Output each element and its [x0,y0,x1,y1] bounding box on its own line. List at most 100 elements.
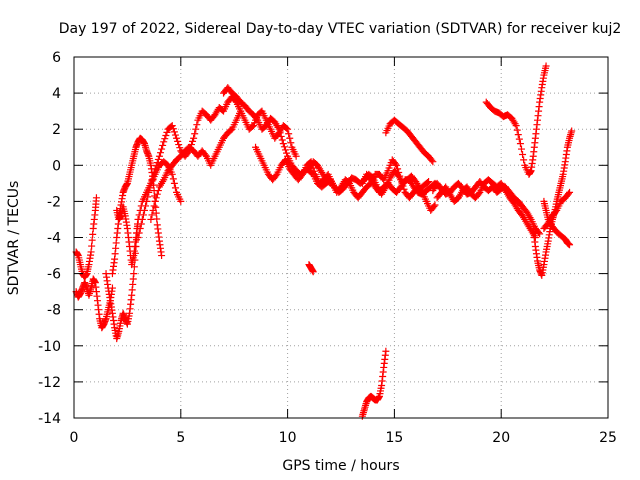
data-point [152,194,160,202]
data-point [564,190,572,198]
data-point [147,215,155,223]
series-track-5 [113,158,185,269]
y-tick-label: 4 [52,86,61,102]
data-point [150,202,158,210]
y-tick-label: 0 [52,158,61,174]
data-point [285,130,293,138]
data-point [568,127,576,135]
data-point [175,141,183,149]
data-point [424,178,432,186]
data-point [190,134,198,142]
data-point [283,124,291,132]
data-point [542,62,550,70]
axis-ticks: 0 5 10 15 20 25 -14 -12 -10 -8 -6 -4 -2 0 2 4 6 [38,50,617,446]
data-point [189,137,197,145]
series-track-7 [147,107,300,223]
y-tick-label: 6 [52,50,61,66]
data-point [393,161,401,169]
x-tick-label: 20 [492,430,510,446]
data-point [192,125,200,133]
data-point [157,149,165,157]
y-tick-label: -12 [38,375,61,391]
data-point [201,151,209,159]
data-point [297,172,305,180]
series-track-20 [358,347,390,420]
y-tick-label: 2 [52,122,61,138]
data-point [155,152,163,160]
x-axis-label: GPS time / hours [282,458,399,474]
data-point [428,156,436,164]
data-point [309,268,317,276]
chart-title: Day 197 of 2022, Sidereal Day-to-day VTE… [59,21,622,37]
data-point [148,211,156,219]
data-point [475,190,483,198]
data-point [520,156,528,164]
data-point [139,211,147,219]
data-point [170,179,178,187]
data-point [309,164,317,172]
data-point [430,202,438,210]
data-point [150,169,158,177]
data-point [276,129,284,137]
data-point [516,140,524,148]
data-point [140,206,148,214]
data-point [146,184,154,192]
data-point [193,121,201,129]
data-point [287,139,295,147]
data-point [152,162,160,170]
x-tick-label: 15 [385,430,403,446]
y-tick-label: -14 [38,411,61,427]
data-point [174,137,182,145]
data-point [513,126,521,134]
data-point [514,131,522,139]
data-point [169,125,177,133]
data-point [248,122,256,130]
data-point [135,229,143,237]
data-point [292,152,300,160]
data-points [72,62,576,420]
data-point [515,135,523,143]
data-point [191,130,199,138]
data-point [431,201,439,209]
data-point [382,347,390,355]
data-point [148,176,156,184]
data-point [308,161,316,169]
data-point [163,128,171,136]
data-point [286,134,294,142]
data-point [279,140,287,148]
data-point [176,144,184,152]
data-point [88,236,96,244]
data-point [154,155,162,163]
series-track-19 [305,261,317,276]
data-point [137,220,145,228]
x-tick-label: 0 [70,430,79,446]
data-point [281,146,289,154]
series-track-15 [482,62,550,178]
data-point [149,206,157,214]
data-point [153,190,161,198]
data-point [517,145,525,153]
y-axis-label: SDTVAR / TECUs [6,181,22,296]
data-point [171,131,179,139]
y-tick-label: -10 [38,339,61,355]
data-point [168,122,176,130]
data-point [171,184,179,192]
data-point [158,252,166,260]
data-point [162,132,170,140]
y-tick-label: -6 [47,267,61,283]
data-point [512,122,520,130]
data-point [429,158,437,166]
data-point [134,234,142,241]
data-point [87,248,95,256]
data-point [566,188,574,196]
data-point [170,128,178,136]
data-point [272,172,280,180]
data-point [154,187,162,195]
data-point [280,143,288,151]
data-point [169,175,177,183]
data-point [151,197,159,205]
series-track-18 [540,188,574,232]
data-point [153,159,161,167]
data-point [149,172,157,180]
